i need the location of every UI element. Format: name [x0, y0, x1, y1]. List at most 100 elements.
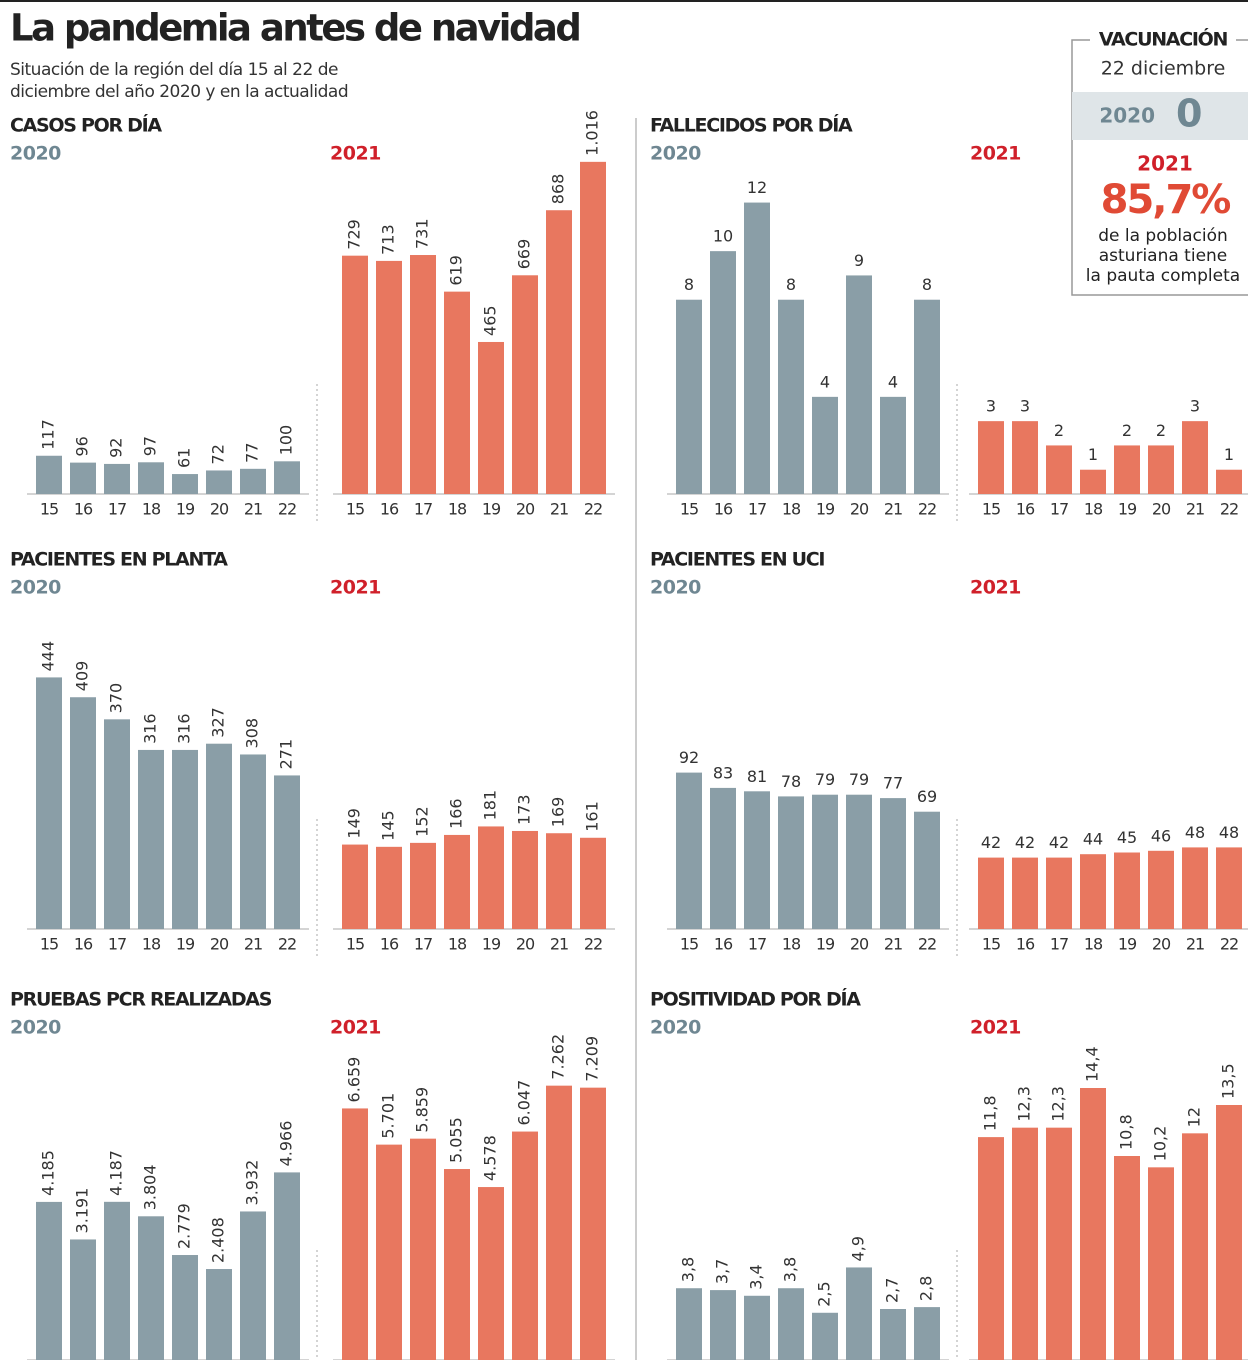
bar: [778, 796, 804, 929]
legend-year: 2021: [330, 143, 381, 165]
value-label: 4.578: [481, 1135, 500, 1181]
bar: [1182, 1133, 1208, 1360]
bar: [70, 462, 96, 494]
day-label: 21: [244, 500, 262, 519]
bar: [580, 161, 606, 494]
value-label: 10,2: [1151, 1126, 1170, 1162]
value-label: 152: [413, 806, 432, 837]
bar: [710, 251, 736, 494]
section-title: PRUEBAS PCR REALIZADAS: [10, 989, 272, 1011]
day-label: 19: [816, 500, 835, 519]
day-label: 21: [244, 935, 262, 954]
day-label: 17: [108, 935, 126, 954]
value-label: 3,4: [747, 1264, 766, 1289]
value-label: 149: [345, 808, 364, 839]
value-label: 2: [1156, 421, 1166, 440]
bar: [478, 341, 504, 494]
day-label: 22: [918, 500, 936, 519]
value-label: 3: [986, 397, 996, 416]
day-label: 21: [884, 500, 902, 519]
value-label: 46: [1151, 826, 1171, 845]
bar: [710, 787, 736, 929]
value-label: 713: [379, 224, 398, 255]
day-label: 15: [346, 500, 364, 519]
legend-year: 2021: [330, 1017, 381, 1039]
value-label: 12: [747, 178, 767, 197]
bar: [274, 775, 300, 929]
day-label: 20: [210, 500, 229, 519]
legend-year: 2021: [970, 143, 1021, 165]
value-label: 48: [1219, 823, 1239, 842]
bar: [978, 1137, 1004, 1360]
bar: [172, 474, 198, 494]
value-label: 465: [481, 305, 500, 336]
day-label: 19: [816, 935, 835, 954]
day-label: 18: [1084, 935, 1103, 954]
day-label: 20: [1152, 500, 1171, 519]
bar: [978, 857, 1004, 929]
value-label: 92: [107, 438, 126, 458]
bar: [1012, 421, 1038, 494]
day-label: 17: [748, 500, 766, 519]
note: la pauta completa: [1086, 266, 1240, 286]
day-label: 19: [176, 935, 195, 954]
value-2020: 0: [1176, 92, 1202, 136]
bar: [1114, 1156, 1140, 1360]
day-label: 18: [1084, 500, 1103, 519]
bar: [676, 772, 702, 929]
value-label: 166: [447, 798, 466, 829]
value-label: 12,3: [1049, 1086, 1068, 1122]
value-label: 96: [73, 436, 92, 456]
value-label: 72: [209, 444, 228, 464]
day-label: 21: [550, 935, 568, 954]
day-label: 17: [1050, 935, 1068, 954]
section-title: CASOS POR DÍA: [10, 114, 162, 137]
bar: [206, 743, 232, 929]
day-label: 22: [584, 500, 602, 519]
value-label: 42: [1049, 833, 1069, 852]
bar: [104, 463, 130, 494]
section-title: PACIENTES EN UCI: [650, 549, 824, 571]
bar: [1182, 847, 1208, 929]
day-label: 17: [1050, 500, 1068, 519]
value-label: 6.047: [515, 1080, 534, 1126]
day-label: 21: [550, 500, 568, 519]
day-label: 18: [448, 500, 467, 519]
bar: [138, 1216, 164, 1360]
bar: [138, 462, 164, 494]
bar: [880, 798, 906, 929]
bar: [744, 1295, 770, 1360]
value-label: 731: [413, 218, 432, 249]
value-label: 42: [981, 833, 1001, 852]
year-2021: 2021: [1137, 152, 1193, 176]
bar: [914, 811, 940, 929]
day-label: 21: [1186, 500, 1204, 519]
subtitle: diciembre del año 2020 y en la actualida…: [10, 82, 348, 102]
bar: [376, 846, 402, 929]
title: La pandemia antes de navidad: [10, 7, 579, 50]
bar: [36, 677, 62, 929]
bar: [1148, 850, 1174, 929]
value-label: 4.966: [277, 1121, 296, 1167]
day-label: 20: [1152, 935, 1171, 954]
value-label: 2: [1122, 421, 1132, 440]
value-label: 10,8: [1117, 1114, 1136, 1150]
value-label: 2,7: [883, 1278, 902, 1303]
bar: [978, 421, 1004, 494]
bar: [172, 1255, 198, 1360]
bar: [138, 749, 164, 929]
value-label: 444: [39, 641, 58, 672]
bar: [512, 1131, 538, 1360]
value-label: 11,8: [981, 1095, 1000, 1131]
day-label: 15: [40, 500, 58, 519]
bar: [240, 1211, 266, 1360]
legend-year: 2021: [970, 577, 1021, 599]
day-label: 16: [714, 935, 733, 954]
bar: [342, 255, 368, 494]
value-label: 78: [781, 772, 801, 791]
bar: [444, 834, 470, 929]
bar: [1046, 445, 1072, 494]
value-label: 169: [549, 797, 568, 828]
day-label: 15: [680, 500, 698, 519]
bar: [914, 1307, 940, 1360]
